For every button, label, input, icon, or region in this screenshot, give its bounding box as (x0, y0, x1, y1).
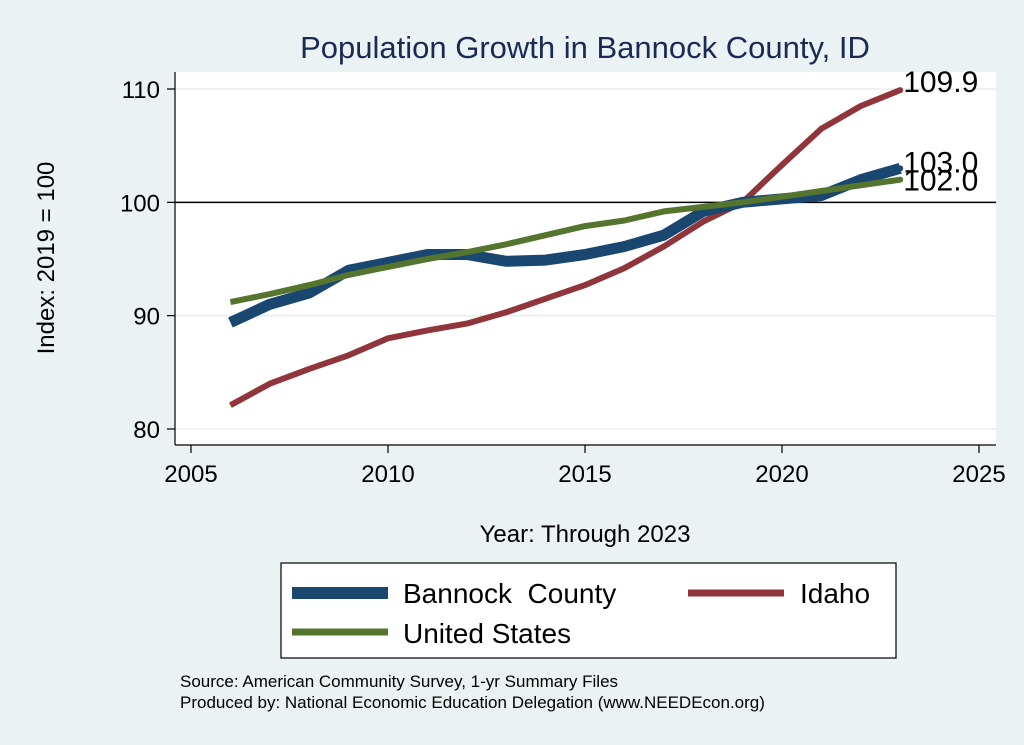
end-labels: 103.0 109.9 102.0 (903, 66, 978, 198)
series-end-marker-idaho (897, 87, 904, 94)
y-axis-title: Index: 2019 = 100 (33, 162, 60, 355)
legend-label-idaho: Idaho (800, 578, 870, 609)
legend-label-united-states: United States (403, 618, 571, 649)
series-line-united-states (229, 176, 901, 306)
end-label-united-states: 102.0 (903, 165, 978, 198)
y-tick-label-80: 80 (133, 417, 160, 444)
legend-label-bannock-county: Bannock County (403, 578, 616, 609)
source-note: Source: American Community Survey, 1-yr … (180, 672, 618, 691)
y-tick-label-90: 90 (133, 304, 160, 331)
legend: Bannock County Idaho United States (280, 562, 897, 659)
legend-box (280, 562, 897, 659)
chart-title: Population Growth in Bannock County, ID (300, 30, 870, 65)
producer-note: Produced by: National Economic Education… (180, 693, 765, 712)
x-tick-label-2025: 2025 (952, 461, 1005, 488)
end-label-idaho: 109.9 (903, 66, 978, 99)
x-tick-label-2010: 2010 (361, 461, 414, 488)
x-axis-title: Year: Through 2023 (480, 521, 691, 548)
y-tick-label-110: 110 (122, 77, 160, 104)
ticks: 80 90 100 110 2005 2010 2015 2020 2025 (120, 77, 1006, 488)
series-end-marker-united-states (897, 176, 904, 183)
x-tick-label-2005: 2005 (164, 461, 217, 488)
series-layer (228, 87, 904, 408)
end-label-bannock-county: 103.0 (903, 146, 978, 179)
x-tick-label-2015: 2015 (558, 461, 611, 488)
series-end-marker-bannock-county (897, 165, 904, 172)
series-line-idaho (228, 87, 902, 408)
x-tick-label-2020: 2020 (755, 461, 808, 488)
y-tick-label-100: 100 (120, 190, 160, 217)
